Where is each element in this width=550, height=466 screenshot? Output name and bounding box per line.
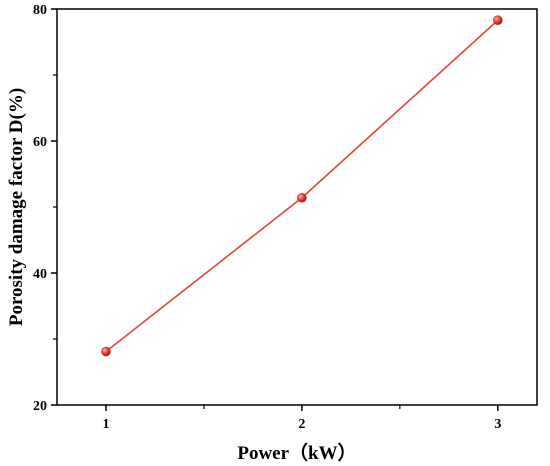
data-point — [297, 192, 307, 203]
axis-ticks — [51, 8, 499, 411]
x-tick-label: 3 — [494, 417, 501, 432]
y-tick-label: 40 — [33, 267, 47, 282]
data-point — [101, 346, 111, 357]
x-tick-label: 1 — [102, 417, 109, 432]
y-axis-title: Porosity damage factor D(%) — [6, 88, 27, 326]
plot-frame — [56, 8, 538, 406]
x-tick-label: 2 — [298, 417, 305, 432]
data-point — [493, 15, 503, 26]
x-axis-title: Power（kW） — [237, 441, 356, 464]
tick-labels: 1 2 3 20 40 60 80 — [33, 3, 501, 432]
y-tick-label: 20 — [33, 399, 47, 414]
series-layer — [101, 15, 503, 357]
series-line — [105, 19, 499, 353]
y-tick-label: 60 — [33, 135, 47, 150]
y-tick-label: 80 — [33, 3, 47, 18]
